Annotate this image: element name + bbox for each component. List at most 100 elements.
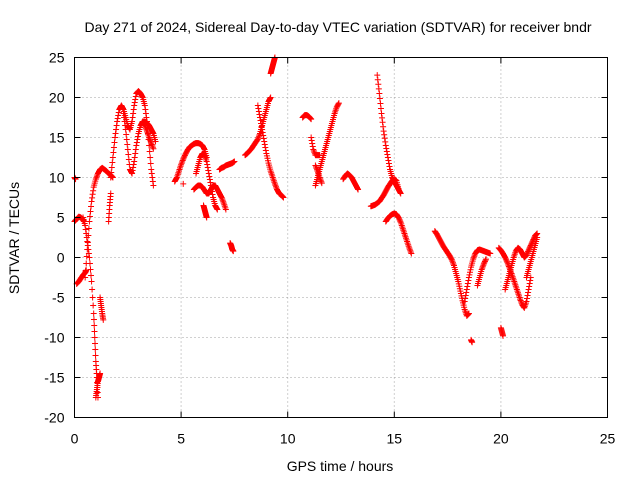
data-point xyxy=(219,195,226,202)
data-point xyxy=(308,134,315,141)
data-point xyxy=(205,170,212,177)
data-point xyxy=(504,259,511,266)
data-point xyxy=(112,134,119,141)
series-s1 xyxy=(71,174,79,183)
data-point xyxy=(261,141,268,148)
data-point xyxy=(313,165,320,172)
data-point xyxy=(380,123,387,130)
data-point xyxy=(213,205,220,212)
data-point xyxy=(267,95,274,102)
series-s15 xyxy=(190,182,229,213)
data-point xyxy=(90,302,97,309)
data-point xyxy=(465,274,472,281)
data-point xyxy=(523,298,530,305)
data-point xyxy=(91,328,98,335)
data-point xyxy=(129,167,136,174)
data-point xyxy=(209,191,216,198)
data-point xyxy=(533,231,540,238)
data-point xyxy=(379,119,386,126)
data-point xyxy=(382,138,389,145)
series-s11 xyxy=(139,118,157,152)
data-point xyxy=(112,130,119,137)
data-point xyxy=(231,158,238,165)
data-point xyxy=(464,283,471,290)
data-point xyxy=(88,272,95,279)
data-point xyxy=(110,149,117,156)
data-point xyxy=(312,163,319,170)
data-point xyxy=(465,277,472,284)
data-point xyxy=(108,169,115,176)
data-point xyxy=(131,99,138,106)
data-point xyxy=(204,161,211,168)
data-point xyxy=(314,166,321,173)
series-s16 xyxy=(200,202,210,221)
y-tick-label: 25 xyxy=(49,50,65,66)
x-tick-label: 25 xyxy=(600,431,616,447)
y-tick-label: -15 xyxy=(44,370,64,386)
data-point xyxy=(230,248,237,255)
data-point xyxy=(86,254,93,261)
data-point xyxy=(376,90,383,97)
data-point xyxy=(82,274,89,281)
data-point xyxy=(108,164,115,171)
data-point xyxy=(222,206,229,213)
data-point xyxy=(272,183,279,190)
series-s4 xyxy=(80,214,101,401)
data-point xyxy=(470,256,477,263)
x-tick-label: 20 xyxy=(493,431,509,447)
data-point xyxy=(461,298,468,305)
data-point xyxy=(91,322,98,329)
series-s23 xyxy=(308,134,323,159)
series-s29 xyxy=(382,210,415,257)
series-s14 xyxy=(193,150,221,213)
data-point xyxy=(463,289,470,296)
data-point xyxy=(130,106,137,113)
data-point xyxy=(478,266,485,273)
data-point xyxy=(262,147,269,154)
series-s19 xyxy=(242,94,274,159)
series-s33 xyxy=(468,336,476,346)
data-point xyxy=(375,81,382,88)
data-point xyxy=(130,110,137,117)
data-point xyxy=(207,179,214,186)
data-point xyxy=(308,137,315,144)
data-point xyxy=(220,200,227,207)
data-point xyxy=(517,296,524,303)
data-point xyxy=(318,180,325,187)
y-tick-label: -10 xyxy=(44,330,64,346)
data-point xyxy=(180,180,187,187)
data-point xyxy=(92,176,99,183)
x-tick-label: 15 xyxy=(387,431,403,447)
series-s5 xyxy=(82,164,116,281)
data-point xyxy=(407,249,414,256)
grid xyxy=(74,57,608,418)
data-point xyxy=(256,111,263,118)
data-point xyxy=(132,96,139,103)
data-point xyxy=(203,214,210,221)
data-point xyxy=(500,332,507,339)
data-point xyxy=(97,370,104,377)
data-point xyxy=(142,110,149,117)
data-point xyxy=(148,170,155,177)
data-point xyxy=(86,218,93,225)
data-point xyxy=(88,278,95,285)
data-point xyxy=(262,144,269,151)
data-point xyxy=(124,146,131,153)
data-point xyxy=(310,146,317,153)
data-point xyxy=(480,262,487,269)
data-point xyxy=(84,246,91,253)
data-point xyxy=(374,76,381,83)
data-point xyxy=(406,244,413,251)
series-s31 xyxy=(461,246,494,305)
data-point xyxy=(335,101,342,108)
data-point xyxy=(148,140,155,147)
series-s36 xyxy=(523,234,541,281)
data-point xyxy=(85,232,92,239)
data-point xyxy=(462,292,469,299)
data-point xyxy=(378,110,385,117)
data-point xyxy=(527,277,534,284)
data-point xyxy=(86,213,93,220)
data-point xyxy=(259,126,266,133)
data-point xyxy=(534,234,541,241)
